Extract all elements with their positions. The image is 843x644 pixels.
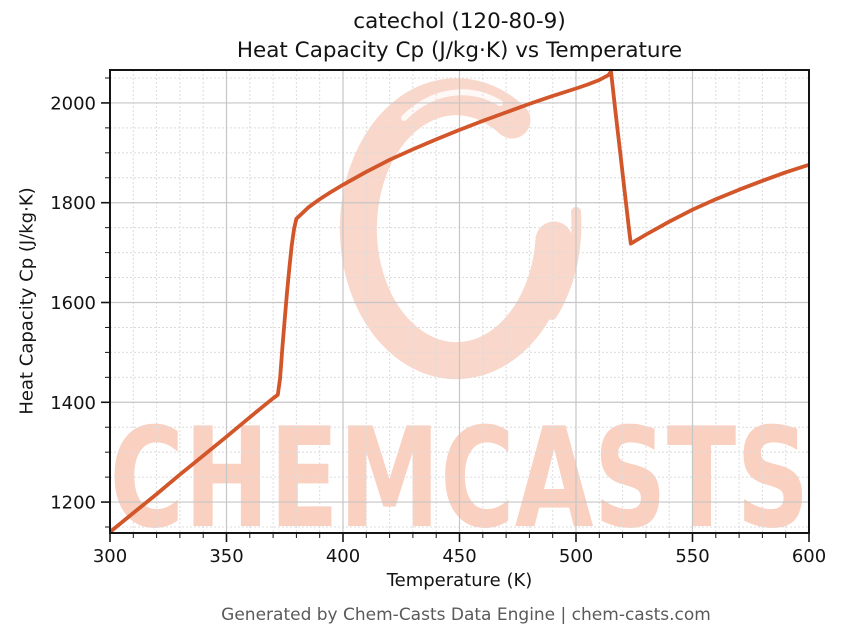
footer-attribution: Generated by Chem-Casts Data Engine | ch… [221, 605, 711, 625]
chemcasts-logo-highlight-streak [401, 89, 503, 121]
chart-title-line2: Heat Capacity Cp (J/kg·K) vs Temperature [236, 38, 683, 63]
y-tick-label: 1400 [50, 393, 96, 414]
chart-title-line1: catechol (120-80-9) [353, 9, 566, 34]
cp-vs-temperature-curve [110, 70, 809, 533]
x-tick-label: 550 [675, 546, 709, 567]
y-tick-label: 1800 [50, 193, 96, 214]
x-tick-label: 500 [559, 546, 593, 567]
x-tick-label: 400 [326, 546, 360, 567]
ticks [101, 77, 810, 542]
y-tick-label: 2000 [50, 93, 96, 114]
x-tick-label: 600 [792, 546, 826, 567]
x-axis-label: Temperature (K) [386, 570, 533, 591]
y-axis-label: Heat Capacity Cp (J/kg·K) [16, 187, 38, 415]
y-tick-label: 1600 [50, 293, 96, 314]
chart-title: catechol (120-80-9) Heat Capacity Cp (J/… [110, 7, 809, 65]
x-tick-label: 450 [442, 546, 476, 567]
axes-spines [109, 69, 810, 534]
chemcasts-c-swirl-logo [339, 78, 573, 380]
y-tick-label: 1200 [50, 493, 96, 514]
tick-labels: 300 350 400 450 500 550 600 1200 1400 1600 1800 200… [50, 93, 826, 567]
x-tick-label: 300 [93, 546, 127, 567]
x-tick-label: 350 [209, 546, 243, 567]
